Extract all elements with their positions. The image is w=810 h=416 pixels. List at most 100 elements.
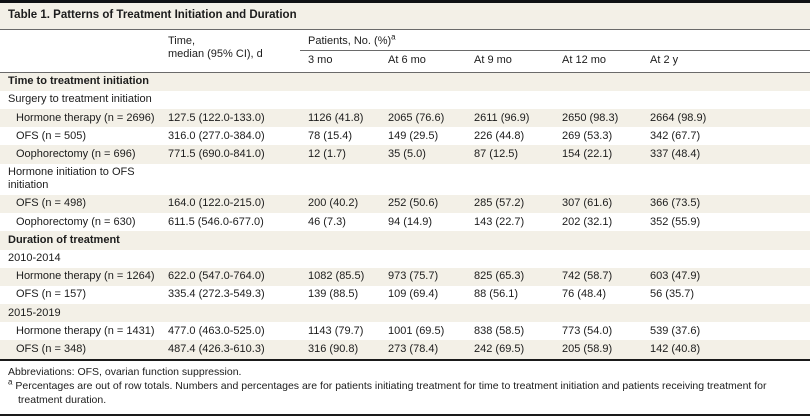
subsection-header-row: 2015-2019: [0, 304, 810, 323]
value-cell: 603 (47.9): [650, 270, 701, 283]
table-footnotes: Abbreviations: OFS, ovarian function sup…: [0, 361, 810, 416]
value-cell: 78 (15.4): [308, 129, 353, 142]
table-row: OFS (n = 498) 164.0 (122.0-215.0) 200 (40.…: [0, 194, 810, 214]
value-cell: [554, 164, 642, 195]
time-header-line1: Time,: [168, 34, 196, 47]
row-label: Hormone therapy (n = 1264): [16, 270, 155, 283]
value-cell: 269 (53.3): [562, 129, 613, 142]
time-cell: [160, 72, 300, 91]
value-cell: [300, 231, 380, 249]
value-cell: [380, 304, 466, 322]
value-cell: 2650 (98.3): [562, 111, 619, 124]
row-label: Hormone therapy (n = 2696): [16, 111, 155, 124]
value-cell: [554, 250, 642, 268]
value-cell: 149 (29.5): [388, 129, 439, 142]
row-label: Time to treatment initiation: [8, 75, 149, 88]
value-cell: [380, 164, 466, 195]
time-header-line2: median (95% CI), d: [168, 47, 263, 60]
month-header-2y: At 2 y: [642, 50, 810, 73]
row-label: Hormone therapy (n = 1431): [16, 324, 155, 337]
patients-group-label: Patients, No. (%): [308, 34, 392, 47]
value-cell: [466, 250, 554, 268]
value-cell: 973 (75.7): [388, 270, 439, 283]
value-cell: 35 (5.0): [388, 147, 426, 160]
month-header-12mo: At 12 mo: [554, 50, 642, 73]
time-cell: [160, 164, 300, 195]
time-cell: [160, 91, 300, 109]
subsection-header-row: Hormone initiation to OFS initiation: [0, 164, 810, 195]
value-cell: [466, 231, 554, 249]
value-cell: 242 (69.5): [474, 342, 525, 355]
time-cell: 771.5 (690.0-841.0): [168, 147, 265, 160]
value-cell: 285 (57.2): [474, 197, 525, 210]
time-cell: 335.4 (272.3-549.3): [168, 288, 265, 301]
month-header-row: 3 mo At 6 mo At 9 mo At 12 mo At 2 y: [0, 50, 810, 73]
table-title: Table 1. Patterns of Treatment Initiatio…: [0, 3, 810, 30]
table-row: Hormone therapy (n = 2696) 127.5 (122.0-1…: [0, 109, 810, 128]
row-label: Duration of treatment: [8, 233, 120, 246]
value-cell: [642, 231, 810, 249]
value-cell: 1001 (69.5): [388, 324, 445, 337]
value-cell: [642, 72, 810, 91]
value-cell: [466, 164, 554, 195]
value-cell: 226 (44.8): [474, 129, 525, 142]
value-cell: [300, 164, 380, 195]
value-cell: 273 (78.4): [388, 342, 439, 355]
time-column-header: Time, median (95% CI), d: [160, 29, 300, 73]
value-cell: 87 (12.5): [474, 147, 519, 160]
value-cell: [300, 304, 380, 322]
value-cell: [554, 231, 642, 249]
value-cell: 205 (58.9): [562, 342, 613, 355]
row-label: 2010-2014: [8, 252, 61, 265]
table-row: Hormone therapy (n = 1431) 477.0 (463.0-5…: [0, 322, 810, 340]
value-cell: 76 (48.4): [562, 288, 607, 301]
value-cell: [380, 231, 466, 249]
footnote-a-marker: a: [8, 377, 13, 387]
value-cell: [642, 250, 810, 268]
abbreviations-note: Abbreviations: OFS, ovarian function sup…: [8, 365, 242, 378]
value-cell: [642, 304, 810, 322]
time-cell: [160, 250, 300, 268]
value-cell: 742 (58.7): [562, 270, 613, 283]
value-cell: 1126 (41.8): [308, 111, 364, 124]
value-cell: 200 (40.2): [308, 197, 359, 210]
table-body: Time to treatment initiation Surgery to t…: [0, 72, 810, 360]
value-cell: 1143 (79.7): [308, 324, 364, 337]
value-cell: 142 (40.8): [650, 342, 701, 355]
value-cell: 773 (54.0): [562, 324, 613, 337]
value-cell: 352 (55.9): [650, 215, 701, 228]
value-cell: [554, 72, 642, 91]
section-header-row: Time to treatment initiation: [0, 72, 810, 91]
table-row: Oophorectomy (n = 630) 611.5 (546.0-677.0…: [0, 213, 810, 231]
value-cell: [380, 250, 466, 268]
table-row: OFS (n = 157) 335.4 (272.3-549.3) 139 (88.…: [0, 286, 810, 304]
value-cell: [642, 91, 810, 109]
month-header-9mo: At 9 mo: [466, 50, 554, 73]
row-label: OFS (n = 498): [16, 197, 87, 210]
value-cell: [554, 304, 642, 322]
footnote-a: a Percentages are out of row totals. Num…: [8, 377, 788, 407]
row-label: OFS (n = 348): [16, 342, 87, 355]
value-cell: 202 (32.1): [562, 215, 613, 228]
value-cell: [380, 91, 466, 109]
value-cell: 46 (7.3): [308, 215, 346, 228]
value-cell: 154 (22.1): [562, 147, 613, 160]
row-label: 2015-2019: [8, 306, 61, 319]
time-cell: 622.0 (547.0-764.0): [168, 270, 265, 283]
value-cell: [466, 91, 554, 109]
value-cell: 94 (14.9): [388, 215, 433, 228]
table-header: Time, median (95% CI), d Patients, No. (…: [0, 29, 810, 73]
value-cell: 307 (61.6): [562, 197, 613, 210]
value-cell: 109 (69.4): [388, 288, 439, 301]
value-cell: 56 (35.7): [650, 288, 695, 301]
time-cell: 487.4 (426.3-610.3): [168, 342, 265, 355]
row-label: OFS (n = 157): [16, 288, 87, 301]
data-table: Time, median (95% CI), d Patients, No. (…: [0, 29, 810, 361]
time-cell: 611.5 (546.0-677.0): [168, 215, 264, 228]
time-cell: 316.0 (277.0-384.0): [168, 129, 265, 142]
value-cell: 88 (56.1): [474, 288, 519, 301]
table-row: OFS (n = 348) 487.4 (426.3-610.3) 316 (90.…: [0, 340, 810, 360]
value-cell: 838 (58.5): [474, 324, 525, 337]
value-cell: 539 (37.6): [650, 324, 701, 337]
